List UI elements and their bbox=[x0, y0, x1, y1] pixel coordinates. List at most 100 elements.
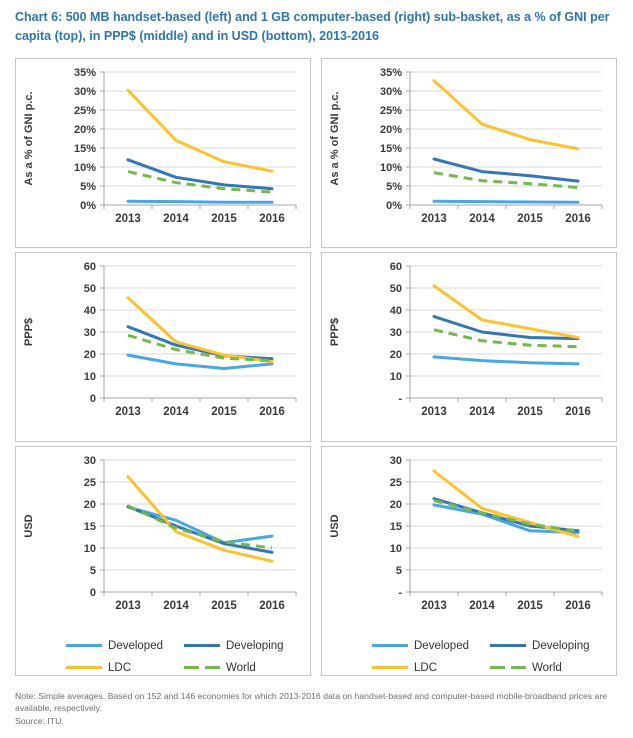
svg-text:20%: 20% bbox=[380, 124, 402, 136]
svg-text:5%: 5% bbox=[386, 181, 402, 193]
legend-item-developing: Developing bbox=[184, 640, 284, 652]
legend-line-world-icon bbox=[184, 666, 220, 669]
chart-panel-ppp-handset: 60 50 40 30 20 10 0 2013 2014 2015 2016 PPP$ bbox=[15, 251, 311, 442]
chart-canvas: 35% 30% 25% 20% 15% 10% 5% 0% 2013 2014 2015 2016 As… bbox=[23, 67, 297, 225]
legend-line-developing-icon bbox=[490, 644, 526, 647]
svg-text:2015: 2015 bbox=[211, 406, 237, 418]
svg-text:2014: 2014 bbox=[469, 213, 495, 225]
legend-line-developed-icon bbox=[66, 644, 102, 647]
svg-text:10: 10 bbox=[390, 371, 402, 383]
chart-usd-computer: 30 25 20 15 10 5-2013 2014 2015 2016 USD bbox=[322, 452, 616, 631]
svg-text:30: 30 bbox=[390, 327, 402, 339]
svg-text:10: 10 bbox=[84, 371, 96, 383]
svg-text:0%: 0% bbox=[80, 200, 96, 212]
svg-text:35%: 35% bbox=[74, 67, 96, 79]
svg-text:PPP$: PPP$ bbox=[23, 317, 35, 345]
svg-text:60: 60 bbox=[84, 261, 96, 273]
chart-canvas: 35% 30% 25% 20% 15% 10% 5% 0% 2013 2014 2015 2016 As… bbox=[329, 67, 603, 225]
svg-text:35%: 35% bbox=[380, 67, 402, 79]
svg-text:50: 50 bbox=[84, 283, 96, 295]
svg-text:30%: 30% bbox=[380, 86, 402, 98]
svg-text:25%: 25% bbox=[74, 105, 96, 117]
svg-text:5: 5 bbox=[90, 565, 96, 577]
svg-text:2016: 2016 bbox=[259, 213, 285, 225]
svg-text:10: 10 bbox=[390, 543, 402, 555]
svg-text:USD: USD bbox=[329, 514, 341, 537]
svg-text:2014: 2014 bbox=[163, 600, 189, 612]
svg-text:20: 20 bbox=[390, 349, 402, 361]
svg-text:2015: 2015 bbox=[517, 406, 543, 418]
svg-text:5: 5 bbox=[396, 565, 402, 577]
svg-text:2013: 2013 bbox=[421, 213, 447, 225]
legend-label: Developed bbox=[108, 639, 163, 652]
svg-text:15%: 15% bbox=[74, 143, 96, 155]
svg-text:20%: 20% bbox=[74, 124, 96, 136]
legend-item-ldc: LDC bbox=[66, 662, 184, 674]
chart-canvas: 60 50 40 30 20 10 - 2013 2014 2015 2016 PPP$ bbox=[329, 261, 603, 418]
svg-text:As a % of GNI p.c.: As a % of GNI p.c. bbox=[329, 91, 341, 185]
chart-row-ppp: 60 50 40 30 20 10 0 2013 2014 2015 2016 PPP$ 60 50 40… bbox=[15, 251, 618, 442]
svg-text:25: 25 bbox=[84, 477, 96, 489]
chart-ppp-computer: 60 50 40 30 20 10 - 2013 2014 2015 2016 PPP$ bbox=[322, 258, 616, 437]
svg-text:60: 60 bbox=[390, 261, 402, 273]
chart-panel-gni-handset: 35% 30% 25% 20% 15% 10% 5% 0% 2013 2014 2015 2016 As… bbox=[15, 57, 311, 248]
chart-canvas: 60 50 40 30 20 10 0 2013 2014 2015 2016 PPP$ bbox=[23, 261, 297, 418]
svg-text:20: 20 bbox=[84, 499, 96, 511]
legend-line-world-icon bbox=[490, 666, 526, 669]
svg-text:2016: 2016 bbox=[565, 406, 591, 418]
svg-text:2016: 2016 bbox=[565, 600, 591, 612]
svg-text:2013: 2013 bbox=[421, 600, 447, 612]
legend-label: Developing bbox=[532, 639, 590, 652]
svg-text:2013: 2013 bbox=[115, 600, 141, 612]
legend-line-ldc-icon bbox=[372, 666, 408, 669]
svg-text:0: 0 bbox=[90, 587, 96, 599]
svg-text:25: 25 bbox=[390, 477, 402, 489]
svg-text:0: 0 bbox=[90, 393, 96, 405]
svg-text:10%: 10% bbox=[74, 162, 96, 174]
svg-text:0%: 0% bbox=[386, 200, 402, 212]
svg-text:2014: 2014 bbox=[163, 406, 189, 418]
svg-text:5%: 5% bbox=[80, 181, 96, 193]
svg-text:2014: 2014 bbox=[163, 213, 189, 225]
legend-item-developed: Developed bbox=[66, 640, 184, 652]
svg-text:-: - bbox=[398, 393, 402, 405]
chart-figure-title: Chart 6: 500 MB handset-based (left) and… bbox=[15, 10, 610, 43]
legend-label: LDC bbox=[108, 661, 132, 674]
legend-line-developing-icon bbox=[184, 644, 220, 647]
figure-note: Note: Simple averages. Based on 152 and … bbox=[15, 690, 608, 714]
chart-panel-ppp-computer: 60 50 40 30 20 10 - 2013 2014 2015 2016 PPP$ bbox=[321, 251, 617, 442]
legend-label: World bbox=[532, 661, 562, 674]
chart-panel-usd-computer: 30 25 20 15 10 5-2013 2014 2015 2016 USD Develope… bbox=[321, 445, 617, 679]
legend-label: Developing bbox=[226, 639, 284, 652]
svg-text:30%: 30% bbox=[74, 86, 96, 98]
svg-text:30: 30 bbox=[84, 455, 96, 467]
svg-text:-: - bbox=[398, 587, 402, 599]
legend-label: Developed bbox=[414, 639, 469, 652]
svg-text:2016: 2016 bbox=[259, 600, 285, 612]
svg-text:2013: 2013 bbox=[115, 406, 141, 418]
svg-text:30: 30 bbox=[84, 327, 96, 339]
svg-text:PPP$: PPP$ bbox=[329, 317, 341, 345]
svg-text:15: 15 bbox=[84, 521, 96, 533]
legend-label: LDC bbox=[414, 661, 438, 674]
legend-line-developed-icon bbox=[372, 644, 408, 647]
chart-panel-gni-computer: 35% 30% 25% 20% 15% 10% 5% 0% 2013 2014 2015 2016 As… bbox=[321, 57, 617, 248]
svg-text:20: 20 bbox=[84, 349, 96, 361]
legend-label: World bbox=[226, 661, 256, 674]
svg-text:As a % of GNI p.c.: As a % of GNI p.c. bbox=[23, 91, 35, 185]
svg-text:2015: 2015 bbox=[517, 213, 543, 225]
svg-text:2015: 2015 bbox=[517, 600, 543, 612]
legend-item-world: World bbox=[490, 662, 562, 674]
svg-text:2016: 2016 bbox=[565, 213, 591, 225]
chart-gni-computer: 35% 30% 25% 20% 15% 10% 5% 0% 2013 2014 2015 2016 As… bbox=[322, 64, 616, 244]
chart-gni-handset: 35% 30% 25% 20% 15% 10% 5% 0% 2013 2014 2015 2016 As… bbox=[16, 64, 310, 244]
chart-panel-usd-handset: 30 25 20 15 10 5 0 2013 2014 2015 2016 USD Develope… bbox=[15, 445, 311, 676]
svg-text:25%: 25% bbox=[380, 105, 402, 117]
svg-text:2014: 2014 bbox=[469, 600, 495, 612]
svg-text:2015: 2015 bbox=[211, 213, 237, 225]
chart-legend: Developed Developing LDC World bbox=[372, 635, 616, 679]
svg-text:10%: 10% bbox=[380, 162, 402, 174]
svg-text:10: 10 bbox=[84, 543, 96, 555]
